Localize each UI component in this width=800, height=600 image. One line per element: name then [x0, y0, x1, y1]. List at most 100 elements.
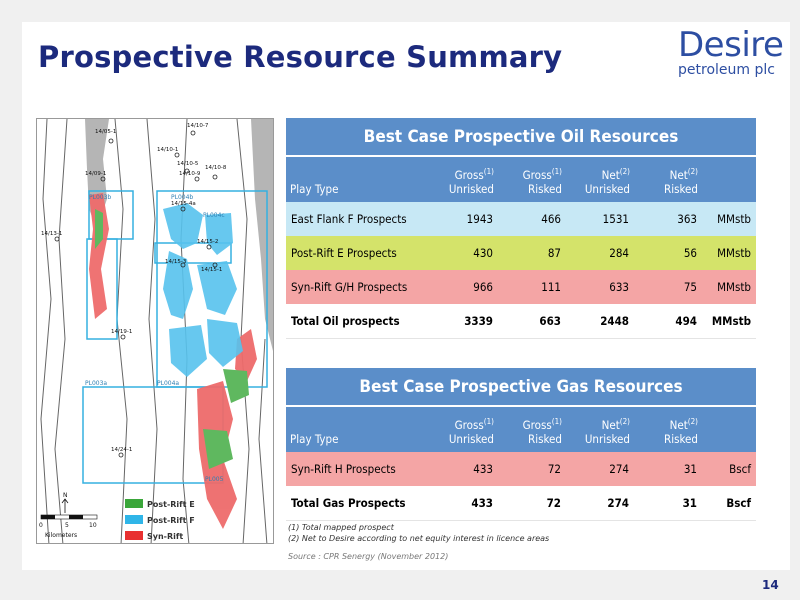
cell-gross-unrisked: 430 [430, 236, 498, 270]
well-label: 14/10-1 [157, 147, 178, 153]
cell-unit: MMstb [702, 270, 756, 304]
well-label: 14/15-2 [197, 239, 218, 245]
header-play-type: Play Type [286, 156, 430, 202]
row-play-type: Post-Rift E Prospects [286, 236, 430, 270]
licence-label: PL003b [89, 194, 111, 201]
gas-table-header: Play Type Gross(1) Unrisked Gross(1) Riske… [286, 406, 756, 452]
footnotes: (1) Total mapped prospect (2) Net to Des… [288, 522, 549, 544]
cell-gross-risked: 111 [498, 270, 566, 304]
source-note: Source : CPR Senergy (November 2012) [288, 552, 449, 561]
legend-label: Post-Rift E [147, 500, 195, 509]
north-label: N [63, 492, 68, 499]
company-logo: Desire petroleum plc [678, 25, 784, 78]
gas-table-caption: Best Case Prospective Gas Resources [286, 368, 756, 407]
well-label: 14/10-7 [187, 123, 209, 129]
header-net-unrisked: Net(2) Unrisked [566, 156, 634, 202]
row-play-type: Total Gas Prospects [286, 486, 430, 520]
cell-net-unrisked: 274 [566, 486, 634, 520]
well-label: 14/15-4a [171, 201, 196, 207]
well-label: 14/10-5 [177, 161, 199, 167]
cell-gross-unrisked: 433 [430, 452, 498, 486]
well-label: 14/15-1 [201, 267, 222, 273]
table-row-total: Total Oil prospects 3339 663 2448 494 MM… [286, 304, 756, 338]
cell-gross-risked: 72 [498, 452, 566, 486]
table-row: Syn-Rift H Prospects 433 72 274 31 Bscf [286, 452, 756, 486]
header-net-risked: Net(2) Risked [634, 406, 702, 452]
well-label: 14/09-1 [85, 171, 106, 177]
cell-net-risked: 31 [634, 486, 702, 520]
scale-unit: Kilometers [45, 532, 77, 539]
licence-label: PL004c [203, 212, 225, 219]
well-label: 14/05-1 [95, 129, 116, 135]
logo-subtitle: petroleum plc [678, 62, 775, 78]
legend-label: Post-Rift F [147, 516, 195, 525]
table-row: Syn-Rift G/H Prospects 966 111 633 75 MM… [286, 270, 756, 304]
licence-label: PL003a [85, 380, 107, 387]
licence-label: PL004b [171, 194, 193, 201]
cell-unit: MMstb [702, 202, 756, 236]
cell-gross-unrisked: 966 [430, 270, 498, 304]
cell-net-risked: 56 [634, 236, 702, 270]
footnote-1: (1) Total mapped prospect [288, 523, 394, 532]
page-number: 14 [762, 578, 779, 592]
header-gross-unrisked: Gross(1) Unrisked [430, 406, 498, 452]
oil-table-caption: Best Case Prospective Oil Resources [286, 118, 756, 157]
cell-gross-unrisked: 433 [430, 486, 498, 520]
table-row: East Flank F Prospects 1943 466 1531 363… [286, 202, 756, 236]
well-label: 14/13-1 [41, 231, 62, 237]
cell-unit: MMstb [702, 236, 756, 270]
cell-unit: MMstb [702, 304, 756, 338]
cell-net-risked: 31 [634, 452, 702, 486]
cell-gross-unrisked: 1943 [430, 202, 498, 236]
header-gross-risked: Gross(1) Risked [498, 156, 566, 202]
map-graphic: 14/05-1 14/09-1 14/10-7 14/10-1 14/10-5 … [39, 119, 273, 543]
row-play-type: Syn-Rift H Prospects [286, 452, 430, 486]
well-label: 14/15-3 [165, 259, 187, 265]
cell-gross-risked: 663 [498, 304, 566, 338]
map-legend: Post-Rift E Post-Rift F Syn-Rift [125, 499, 195, 541]
oil-table-header: Play Type Gross(1) Unrisked Gross(1) Riske… [286, 156, 756, 202]
well-label: 14/10-9 [179, 171, 201, 177]
logo-wordmark: Desire [678, 25, 784, 65]
header-play-type: Play Type [286, 406, 430, 452]
header-net-unrisked: Net(2) Unrisked [566, 406, 634, 452]
well-label: 14/24-1 [111, 447, 132, 453]
gas-resources-table: Best Case Prospective Gas Resources Play… [286, 368, 756, 521]
header-gross-risked: Gross(1) Risked [498, 406, 566, 452]
cell-net-unrisked: 2448 [566, 304, 634, 338]
row-play-type: Total Oil prospects [286, 304, 430, 338]
well-label: 14/19-1 [111, 329, 132, 335]
scale-tick: 0 [39, 522, 43, 529]
cell-unit: Bscf [702, 452, 756, 486]
cell-net-unrisked: 1531 [566, 202, 634, 236]
cell-net-unrisked: 633 [566, 270, 634, 304]
licence-map: 14/05-1 14/09-1 14/10-7 14/10-1 14/10-5 … [36, 118, 274, 544]
page-title: Prospective Resource Summary [38, 40, 563, 74]
oil-resources-table: Best Case Prospective Oil Resources Play… [286, 118, 756, 339]
table-row-total: Total Gas Prospects 433 72 274 31 Bscf [286, 486, 756, 520]
cell-gross-risked: 72 [498, 486, 566, 520]
cell-net-risked: 363 [634, 202, 702, 236]
scale-tick: 5 [65, 522, 69, 529]
basement-area-east [251, 119, 273, 351]
well-label: 14/10-8 [205, 165, 227, 171]
north-arrow-icon [61, 498, 69, 513]
header-unit [702, 406, 756, 452]
row-play-type: East Flank F Prospects [286, 202, 430, 236]
cell-unit: Bscf [702, 486, 756, 520]
licence-label: PL005 [205, 476, 224, 483]
row-play-type: Syn-Rift G/H Prospects [286, 270, 430, 304]
cell-gross-risked: 87 [498, 236, 566, 270]
header-gross-unrisked: Gross(1) Unrisked [430, 156, 498, 202]
licence-label: PL004a [157, 380, 179, 387]
cell-net-risked: 494 [634, 304, 702, 338]
cell-net-risked: 75 [634, 270, 702, 304]
scale-tick: 10 [89, 522, 97, 529]
table-row: Post-Rift E Prospects 430 87 284 56 MMst… [286, 236, 756, 270]
header-net-risked: Net(2) Risked [634, 156, 702, 202]
cell-gross-risked: 466 [498, 202, 566, 236]
cell-net-unrisked: 284 [566, 236, 634, 270]
legend-label: Syn-Rift [147, 532, 183, 541]
cell-net-unrisked: 274 [566, 452, 634, 486]
footnote-2: (2) Net to Desire according to net equit… [288, 534, 550, 543]
